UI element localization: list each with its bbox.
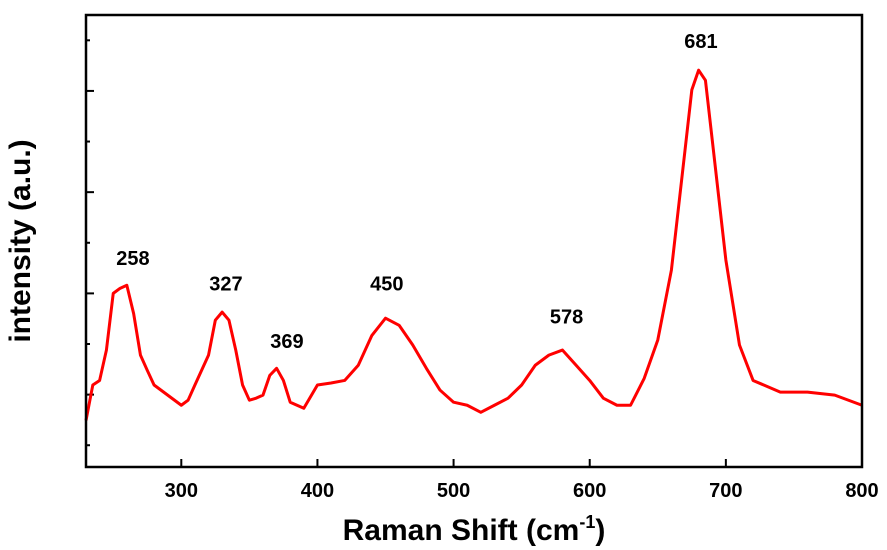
peak-label: 327 <box>209 273 242 295</box>
x-tick-label: 700 <box>709 480 742 502</box>
y-axis-label: intensity (a.u.) <box>4 139 37 342</box>
x-tick-label: 500 <box>437 480 470 502</box>
plot-frame <box>84 13 864 469</box>
x-tick-label: 600 <box>573 480 606 502</box>
x-axis-label-main: Raman Shift (cm <box>343 514 580 547</box>
spectrum-line <box>84 68 863 421</box>
x-tick-label: 800 <box>845 480 878 502</box>
peak-label: 258 <box>116 248 149 270</box>
peak-label: 681 <box>684 31 717 53</box>
peak-label: 369 <box>270 331 303 353</box>
x-tick-label: 400 <box>301 480 334 502</box>
x-axis-label-end: ) <box>595 514 605 547</box>
peak-label: 450 <box>370 273 403 295</box>
x-axis-label-sup: -1 <box>579 512 595 532</box>
x-axis-label: Raman Shift (cm-1) <box>343 512 606 547</box>
x-tick-label: 300 <box>165 480 198 502</box>
peak-label: 578 <box>550 306 583 328</box>
